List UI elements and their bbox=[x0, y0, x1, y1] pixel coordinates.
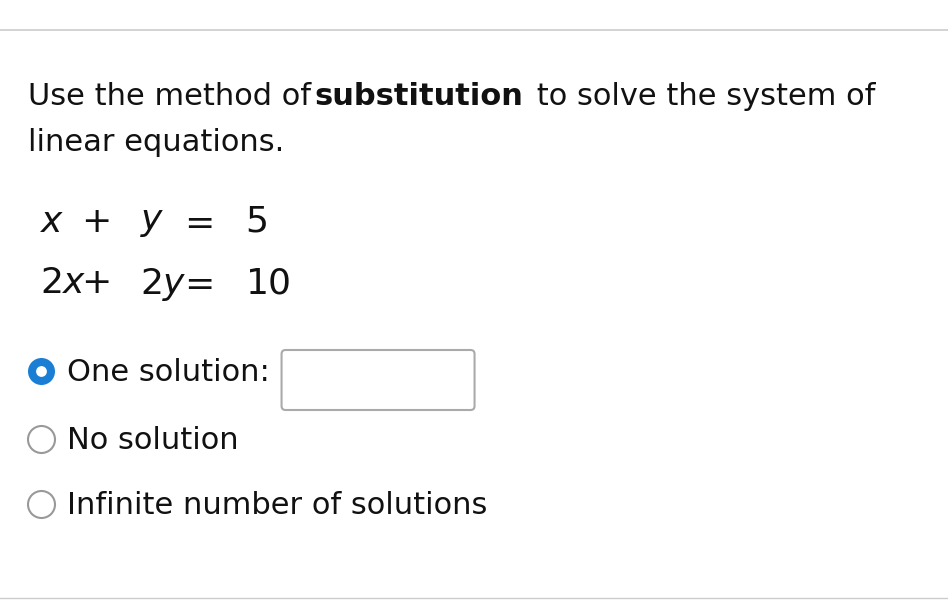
Circle shape bbox=[36, 366, 46, 377]
Text: $2x$: $2x$ bbox=[40, 267, 86, 301]
Text: No solution: No solution bbox=[67, 426, 239, 455]
Text: One solution:: One solution: bbox=[67, 358, 270, 387]
Circle shape bbox=[28, 426, 55, 453]
Text: to solve the system of: to solve the system of bbox=[527, 82, 875, 111]
Text: substitution: substitution bbox=[314, 82, 523, 111]
Text: Use the method of: Use the method of bbox=[28, 82, 320, 111]
Text: $+$: $+$ bbox=[81, 267, 109, 301]
Text: $2y$: $2y$ bbox=[140, 267, 187, 304]
Text: $=$: $=$ bbox=[177, 267, 212, 301]
Text: $5$: $5$ bbox=[245, 205, 267, 239]
Circle shape bbox=[28, 358, 55, 385]
Text: $=$: $=$ bbox=[177, 205, 212, 239]
Text: Infinite number of solutions: Infinite number of solutions bbox=[67, 491, 487, 520]
Text: linear equations.: linear equations. bbox=[28, 128, 284, 157]
Text: $y$: $y$ bbox=[140, 205, 165, 239]
FancyBboxPatch shape bbox=[282, 350, 475, 410]
Text: $x$: $x$ bbox=[40, 205, 64, 239]
Circle shape bbox=[28, 491, 55, 518]
Text: $+$: $+$ bbox=[81, 205, 109, 239]
Text: $10$: $10$ bbox=[245, 267, 291, 301]
